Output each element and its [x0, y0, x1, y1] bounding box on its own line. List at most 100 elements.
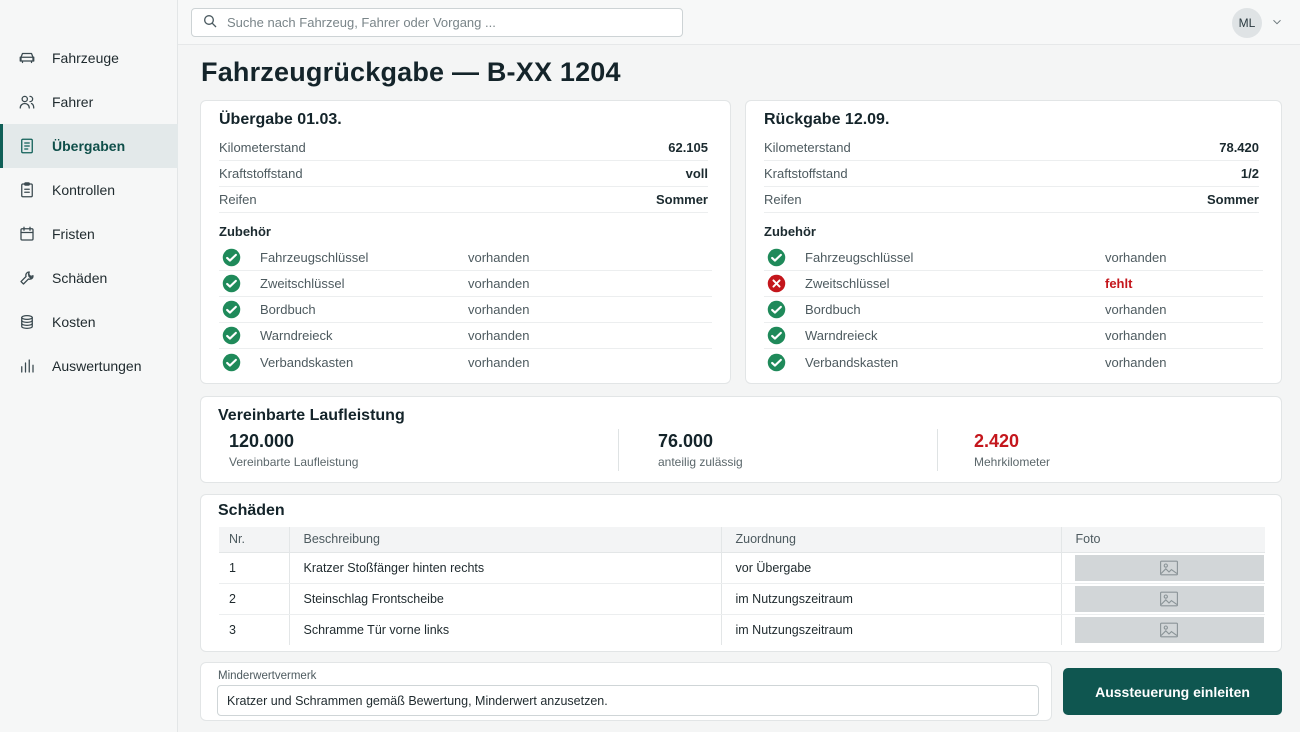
accessory-name: Verbandskasten — [805, 354, 899, 370]
column-header: Zuordnung — [721, 527, 1062, 553]
sidebar-item-auswertungen[interactable]: Auswertungen — [0, 344, 178, 388]
return-title: Rückgabe 12.09. — [764, 111, 890, 128]
accessory-name: Zweitschlüssel — [805, 276, 890, 291]
accessory-status: vorhanden — [468, 250, 530, 265]
accessory-status: vorhanden — [1105, 354, 1167, 370]
mileage-title: Vereinbarte Laufleistung — [218, 407, 405, 424]
clipboard-icon — [18, 181, 36, 199]
check-circle-icon — [767, 300, 786, 319]
damage-nr: 2 — [219, 583, 290, 615]
sidebar-item-label: Fahrer — [52, 94, 94, 110]
accessory-status: vorhanden — [1105, 250, 1167, 265]
photo-thumbnail[interactable] — [1074, 554, 1264, 581]
field-label: Reifen — [764, 192, 802, 207]
return-field-tires: Reifen Sommer — [764, 187, 1259, 213]
handover-field-tires: Reifen Sommer — [219, 187, 708, 213]
sidebar-item-label: Fristen — [52, 226, 95, 242]
divider — [937, 429, 938, 471]
mileage-proportional: 76.000 anteilig zulässig — [658, 431, 743, 469]
damage-description: Kratzer Stoßfänger hinten rechts — [289, 552, 722, 584]
sidebar-item-fristen[interactable]: Fristen — [0, 212, 178, 256]
photo-thumbnail[interactable] — [1074, 616, 1264, 643]
sidebar-item-fahrzeuge[interactable]: Fahrzeuge — [0, 36, 178, 80]
handover-title: Übergabe 01.03. — [219, 111, 342, 128]
accessory-status: vorhanden — [468, 276, 530, 291]
topbar: ML — [178, 0, 1300, 45]
damage-assignment: vor Übergabe — [721, 552, 1062, 584]
page-title: Fahrzeugrückgabe — B-XX 1204 — [201, 57, 621, 87]
column-header: Foto — [1061, 527, 1265, 553]
sidebar-nav: Fahrzeuge Fahrer Übergaben Kontrollen Fr… — [0, 36, 178, 388]
field-value: Sommer — [1206, 192, 1259, 207]
sidebar-item-kontrollen[interactable]: Kontrollen — [0, 168, 178, 212]
note-card: Minderwertvermerk — [200, 662, 1052, 721]
check-circle-icon — [222, 248, 241, 267]
car-icon — [18, 49, 36, 67]
mileage-label: anteilig zulässig — [658, 455, 743, 469]
accessory-name: Warndreieck — [805, 328, 878, 343]
handover-accessories-title: Zubehör — [219, 224, 271, 239]
damages-card: Schäden Nr. Beschreibung Zuordnung Foto … — [200, 494, 1282, 652]
table-header-row: Nr. Beschreibung Zuordnung Foto — [219, 527, 1265, 553]
users-icon — [18, 93, 36, 111]
field-value: voll — [685, 166, 708, 181]
initiate-deregistration-button[interactable]: Aussteuerung einleiten — [1063, 668, 1282, 715]
note-input[interactable] — [217, 685, 1039, 716]
accessory-status: vorhanden — [1105, 328, 1167, 343]
avatar[interactable]: ML — [1232, 8, 1262, 38]
accessory-name: Warndreieck — [260, 328, 333, 343]
accessory-row: Verbandskasten vorhanden — [219, 349, 712, 375]
field-value: 1/2 — [1240, 166, 1259, 181]
field-label: Kilometerstand — [764, 140, 851, 155]
accessory-status: vorhanden — [468, 302, 530, 317]
damage-nr: 3 — [219, 614, 290, 645]
field-label: Reifen — [219, 192, 257, 207]
image-icon — [1160, 622, 1178, 638]
sidebar-item-schaeden[interactable]: Schäden — [0, 256, 178, 300]
search-icon — [202, 13, 218, 32]
accessory-row: Verbandskasten vorhanden — [764, 349, 1263, 375]
accessory-name: Fahrzeugschlüssel — [260, 250, 369, 265]
damage-assignment: im Nutzungszeitraum — [721, 583, 1062, 615]
accessory-row: Bordbuch vorhanden — [764, 297, 1263, 323]
note-label: Minderwertvermerk — [218, 670, 317, 682]
accessory-name: Fahrzeugschlüssel — [805, 250, 914, 265]
search-box[interactable] — [191, 8, 683, 37]
wrench-icon — [18, 269, 36, 287]
field-value: Sommer — [655, 192, 708, 207]
photo-thumbnail[interactable] — [1074, 585, 1264, 612]
table-row[interactable]: 1 Kratzer Stoßfänger hinten rechts vor Ü… — [219, 552, 1265, 584]
field-label: Kraftstoffstand — [764, 166, 848, 181]
sidebar: Fahrzeuge Fahrer Übergaben Kontrollen Fr… — [0, 0, 178, 732]
sidebar-item-uebergaben[interactable]: Übergaben — [0, 124, 178, 168]
damage-description: Schramme Tür vorne links — [289, 614, 722, 645]
field-value: 62.105 — [668, 140, 708, 155]
accessory-name: Bordbuch — [260, 302, 316, 317]
coins-icon — [18, 313, 36, 331]
accessory-name: Verbandskasten — [260, 354, 354, 370]
table-row[interactable]: 2 Steinschlag Frontscheibe im Nutzungsze… — [219, 583, 1265, 615]
accessory-status: vorhanden — [468, 328, 530, 343]
handover-card: Übergabe 01.03. Kilometerstand 62.105 Kr… — [200, 100, 731, 384]
check-circle-icon — [767, 326, 786, 345]
column-header: Beschreibung — [289, 527, 722, 553]
mileage-value: 76.000 — [658, 431, 714, 451]
field-label: Kraftstoffstand — [219, 166, 303, 181]
table-row[interactable]: 3 Schramme Tür vorne links im Nutzungsze… — [219, 614, 1265, 645]
accessory-name: Zweitschlüssel — [260, 276, 345, 291]
mileage-excess: 2.420 Mehrkilometer — [974, 431, 1050, 469]
sidebar-item-fahrer[interactable]: Fahrer — [0, 80, 178, 124]
accessory-status: fehlt — [1105, 276, 1133, 291]
damage-description: Steinschlag Frontscheibe — [289, 583, 722, 615]
return-field-mileage: Kilometerstand 78.420 — [764, 135, 1259, 161]
chevron-down-icon[interactable] — [1270, 15, 1284, 29]
sidebar-item-kosten[interactable]: Kosten — [0, 300, 178, 344]
check-circle-icon — [767, 353, 786, 371]
accessory-row: Warndreieck vorhanden — [219, 323, 712, 349]
check-circle-icon — [767, 248, 786, 267]
search-input[interactable] — [227, 15, 667, 30]
damages-table: Nr. Beschreibung Zuordnung Foto 1 Kratze… — [219, 527, 1265, 645]
document-icon — [18, 137, 36, 155]
sidebar-item-label: Schäden — [52, 270, 108, 286]
field-label: Kilometerstand — [219, 140, 306, 155]
